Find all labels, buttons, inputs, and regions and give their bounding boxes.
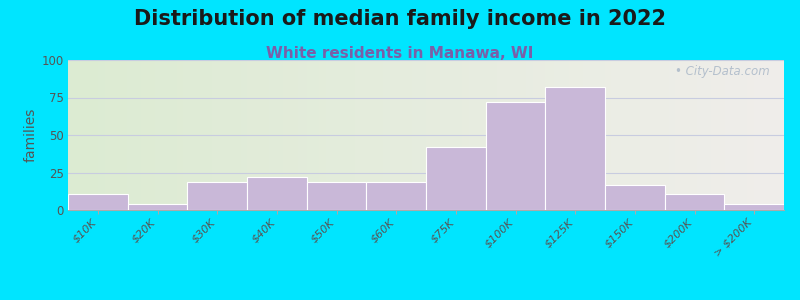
Text: White residents in Manawa, WI: White residents in Manawa, WI [266, 46, 534, 62]
Bar [486, 102, 546, 210]
Bar [366, 182, 426, 210]
Bar [187, 182, 247, 210]
Text: Distribution of median family income in 2022: Distribution of median family income in … [134, 9, 666, 29]
Bar [546, 87, 605, 210]
Bar [665, 194, 724, 210]
Bar [724, 204, 784, 210]
Bar [68, 194, 128, 210]
Bar [128, 204, 187, 210]
Bar [605, 184, 665, 210]
Bar [247, 177, 306, 210]
Y-axis label: families: families [23, 108, 38, 162]
Text: • City-Data.com: • City-Data.com [675, 64, 770, 77]
Bar [426, 147, 486, 210]
Bar [306, 182, 366, 210]
